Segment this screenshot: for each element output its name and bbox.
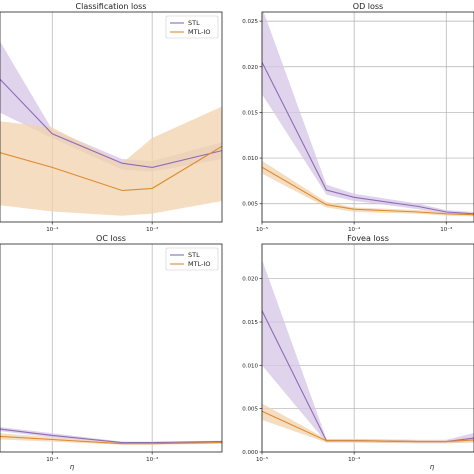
- y-tick-label: 0.020: [242, 65, 258, 71]
- legend-label: STL: [188, 19, 200, 27]
- x-tick-label: 10⁻³: [146, 456, 158, 463]
- x-tick-label: 10⁻³: [440, 226, 452, 233]
- plot-area: [0, 427, 222, 445]
- line-stl: [0, 428, 222, 444]
- line-mtl-io: [262, 166, 474, 216]
- plot-area: [262, 259, 474, 444]
- y-tick-label: 0.010: [242, 156, 258, 162]
- band-mtl-io: [262, 403, 474, 444]
- plot-area: [0, 41, 222, 216]
- band-stl: [262, 12, 474, 216]
- x-tick-label: 10⁻⁴: [46, 226, 59, 233]
- legend-label: STL: [188, 251, 200, 259]
- line-mtl-io: [262, 410, 474, 443]
- legend-label: MTL-IO: [188, 28, 210, 36]
- band-stl: [262, 259, 474, 444]
- axes-frame: [0, 11, 223, 223]
- axes-frame: [261, 11, 474, 223]
- axes-frame: [0, 243, 223, 453]
- line-mtl-io: [0, 435, 222, 445]
- x-tick-label: 10⁻⁴: [46, 456, 59, 463]
- x-tick-label: 10⁻⁴: [348, 226, 361, 233]
- y-tick-label: 0.005: [242, 202, 258, 208]
- x-tick-label: 10⁻⁴: [348, 456, 361, 463]
- band-mtl-io: [0, 106, 222, 216]
- panel-4: Fovea loss 10⁻⁵ 10⁻⁴ 0.000 0.005 0.010 0.015 0.…: [242, 234, 474, 471]
- line-stl: [262, 61, 474, 215]
- line-mtl-io: [0, 145, 222, 192]
- x-tick-label: 10⁻³: [146, 226, 158, 233]
- y-tick-label: 0.015: [242, 320, 258, 326]
- panel-2: OD loss 10⁻⁵ 10⁻⁴ 10⁻³ 0.005 0.010 0.015 0.020 0…: [242, 2, 474, 233]
- y-tick-label: 0.025: [242, 19, 258, 25]
- y-tick-label: 0.000: [242, 450, 258, 456]
- plot-area: [262, 12, 474, 217]
- panel-title: Fovea loss: [347, 234, 389, 243]
- band-mtl-io: [262, 160, 474, 217]
- x-tick-label: 10⁻⁵: [256, 456, 268, 463]
- axes-frame: [261, 243, 474, 453]
- x-tick-label: 10⁻⁵: [256, 226, 268, 233]
- panel-title: OC loss: [96, 234, 126, 243]
- y-tick-label: 0.010: [242, 363, 258, 369]
- x-axis-label: η: [70, 463, 75, 471]
- y-tick-label: 0.015: [242, 110, 258, 116]
- y-tick-label: 0.020: [242, 277, 258, 283]
- legend-label: MTL-IO: [188, 260, 210, 268]
- y-tick-label: 0.005: [242, 407, 258, 413]
- x-axis-label: η: [430, 463, 435, 471]
- panel-title: Classification loss: [76, 2, 147, 11]
- panel-title: OD loss: [353, 2, 383, 11]
- line-stl: [0, 78, 222, 168]
